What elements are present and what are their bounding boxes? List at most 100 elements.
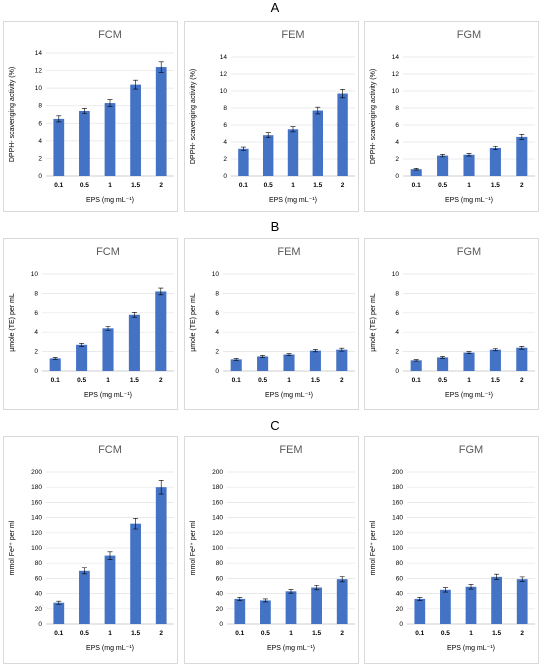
chart-title: FCM xyxy=(98,444,122,456)
x-tick-label: 1 xyxy=(108,630,112,637)
x-tick-label: 2 xyxy=(159,377,163,384)
y-tick-label: 12 xyxy=(392,71,400,78)
x-tick-label: 1.5 xyxy=(491,377,500,384)
bar xyxy=(516,136,528,176)
y-tick-label: 2 xyxy=(215,349,219,356)
y-tick-label: 4 xyxy=(34,329,38,336)
section-label-c: C xyxy=(270,418,280,433)
y-tick-label: 60 xyxy=(216,575,224,582)
x-tick-label: 0.5 xyxy=(438,377,447,384)
y-tick-label: 14 xyxy=(220,54,228,61)
error-bar xyxy=(519,345,525,350)
y-tick-label: 8 xyxy=(395,105,399,112)
error-bar xyxy=(81,108,87,114)
x-tick-label: 0.1 xyxy=(235,630,244,637)
x-tick-label: 2 xyxy=(340,630,344,637)
bar xyxy=(155,291,167,371)
chart-panel-c-fgm: FGM 0 20 40 60 80 100 120 140 160 180 200 0.1 0.5 1 1.5… xyxy=(364,436,539,664)
x-tick-label: 0.5 xyxy=(258,377,267,384)
bar xyxy=(260,600,271,624)
x-tick-label: 0.1 xyxy=(415,630,424,637)
y-tick-label: 140 xyxy=(392,515,403,522)
error-bar xyxy=(56,115,62,123)
error-bar xyxy=(133,79,139,90)
x-axis-label: EPS (mg mL⁻¹) xyxy=(84,392,132,399)
bar xyxy=(79,110,90,176)
x-tick-label: 0.1 xyxy=(412,377,421,384)
y-tick-label: 2 xyxy=(395,156,399,163)
y-axis-label: DPPH- scavenging activity (%) xyxy=(9,67,16,162)
bar xyxy=(230,359,242,371)
chart-svg: FCM 0 2 4 6 8 10 0.1 0.5 1 1.5 2 EPS (mg mL⁻¹) µmole … xyxy=(9,246,174,399)
x-tick-label: 1.5 xyxy=(491,182,500,189)
y-tick-label: 2 xyxy=(34,349,38,356)
y-tick-label: 80 xyxy=(396,560,404,567)
chart-svg: FCM 0 20 40 60 80 100 120 140 160 180 200 0.1 0.5 1 1.5… xyxy=(9,444,174,652)
y-tick-label: 4 xyxy=(395,139,399,146)
x-tick-label: 2 xyxy=(520,377,524,384)
y-tick-label: 160 xyxy=(392,499,403,506)
y-tick-label: 60 xyxy=(396,575,404,582)
error-bar xyxy=(237,597,243,601)
y-tick-label: 140 xyxy=(31,515,42,522)
bar xyxy=(76,344,88,371)
x-axis-label: EPS (mg mL⁻¹) xyxy=(269,197,317,204)
bar xyxy=(336,349,348,371)
y-tick-label: 10 xyxy=(35,85,43,92)
chart-panel-b-fem: FEM 0 2 4 6 8 10 0.1 0.5 1 1.5 2 EPS (mg mL⁻¹) µmole … xyxy=(184,238,359,410)
x-tick-label: 1 xyxy=(467,377,471,384)
x-tick-label: 1 xyxy=(291,182,295,189)
x-tick-label: 2 xyxy=(340,377,344,384)
chart-title: FEM xyxy=(281,29,304,41)
chart-panel-a-fgm: FGM 0 2 4 6 8 10 12 14 0.1 0.5 1 1.5 2 EPS (mg mL⁻¹) DP… xyxy=(364,21,539,212)
error-bar xyxy=(105,326,111,331)
y-tick-label: 0 xyxy=(395,173,399,180)
x-tick-label: 1 xyxy=(469,630,473,637)
x-tick-label: 0.1 xyxy=(412,182,421,189)
error-bar xyxy=(442,587,448,593)
error-bar xyxy=(315,106,321,115)
error-bar xyxy=(262,598,268,603)
y-tick-label: 20 xyxy=(396,606,404,613)
bar xyxy=(283,354,295,371)
bar xyxy=(337,93,348,176)
chart-title: FGM xyxy=(459,444,483,456)
section-label-a: A xyxy=(270,0,280,15)
x-axis-label: EPS (mg mL⁻¹) xyxy=(445,392,493,399)
y-axis-label: µmole (TE) per mL xyxy=(190,293,197,352)
bar xyxy=(437,357,449,371)
y-tick-label: 6 xyxy=(395,122,399,129)
bar xyxy=(155,487,167,624)
y-tick-label: 8 xyxy=(215,290,219,297)
x-tick-label: 0.1 xyxy=(239,182,248,189)
x-tick-label: 1.5 xyxy=(492,630,501,637)
y-tick-label: 0 xyxy=(38,621,42,628)
y-tick-label: 10 xyxy=(392,88,400,95)
chart-title: FCM xyxy=(96,246,120,258)
x-tick-label: 0.1 xyxy=(54,630,63,637)
y-tick-label: 4 xyxy=(38,138,42,145)
chart-title: FEM xyxy=(277,246,300,258)
y-tick-label: 4 xyxy=(395,329,399,336)
error-bar xyxy=(413,359,419,362)
x-axis-label: EPS (mg mL⁻¹) xyxy=(267,645,315,652)
y-axis-label: mmol Fe²⁺ per ml xyxy=(9,520,16,575)
y-tick-label: 160 xyxy=(212,499,223,506)
y-axis-label: DPPH- scavenging activity (%) xyxy=(370,69,377,164)
x-axis-label: EPS (mg mL⁻¹) xyxy=(265,392,313,399)
chart-panel-b-fgm: FGM 0 2 4 6 8 10 0.1 0.5 1 1.5 2 EPS (mg mL⁻¹) µmole … xyxy=(364,238,539,410)
error-bar xyxy=(417,597,423,601)
x-tick-label: 0.1 xyxy=(232,377,241,384)
x-tick-label: 0.5 xyxy=(264,182,273,189)
y-tick-label: 14 xyxy=(392,54,400,61)
chart-panel-c-fem: FEM 0 20 40 60 80 100 120 140 160 180 200 0.1 0.5 1 1.5… xyxy=(184,436,359,664)
bar xyxy=(312,110,324,176)
bar xyxy=(311,587,322,624)
x-tick-label: 2 xyxy=(520,630,524,637)
error-bar xyxy=(265,132,271,139)
x-tick-label: 1.5 xyxy=(311,377,320,384)
chart-svg: FEM 0 2 4 6 8 10 12 14 0.1 0.5 1 1.5 2 EPS (mg mL⁻¹) DP… xyxy=(190,29,355,204)
y-tick-label: 0 xyxy=(38,173,42,180)
y-tick-label: 40 xyxy=(35,591,43,598)
y-tick-label: 0 xyxy=(395,368,399,375)
